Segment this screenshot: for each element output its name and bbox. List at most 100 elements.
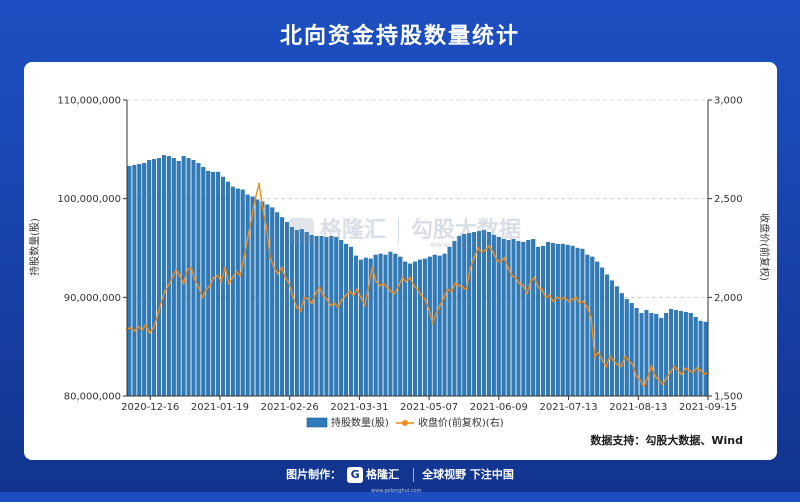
holdings-bar — [688, 312, 693, 397]
price-point — [461, 286, 464, 289]
price-point — [363, 304, 366, 307]
holdings-bar — [570, 245, 575, 397]
watermark: 格隆汇 勾股大数据 www.gogudata.com — [288, 212, 588, 249]
holdings-bar — [216, 171, 221, 397]
price-point — [699, 369, 702, 372]
price-point — [412, 284, 415, 287]
left-tick-label: 90,000,000 — [64, 293, 121, 304]
price-point — [620, 365, 623, 368]
holdings-bar — [196, 163, 201, 397]
price-point — [608, 355, 612, 358]
price-point — [559, 298, 562, 301]
holdings-bar — [427, 256, 432, 397]
holdings-bar — [309, 235, 314, 397]
holdings-bar — [260, 201, 265, 397]
price-point — [374, 280, 378, 283]
price-point — [503, 256, 506, 259]
price-point — [578, 302, 581, 305]
holdings-bar — [491, 235, 496, 397]
holdings-bar — [649, 312, 654, 397]
price-point — [642, 385, 645, 388]
price-point — [348, 290, 351, 293]
holdings-bar — [614, 286, 619, 397]
price-point — [484, 248, 487, 252]
price-point — [495, 258, 498, 261]
price-point — [605, 365, 608, 368]
price-point — [197, 286, 200, 289]
price-point — [646, 377, 649, 380]
price-point — [378, 284, 381, 287]
price-point — [544, 296, 547, 299]
price-point — [703, 373, 706, 376]
price-point — [454, 282, 457, 285]
price-point — [533, 276, 536, 279]
footer: 图片制作： G 格隆汇 全球视野 下注中国 www.gelonghui.com — [0, 464, 800, 494]
price-point — [367, 286, 370, 289]
holdings-bar — [319, 236, 324, 397]
price-point — [280, 266, 283, 269]
holdings-bar — [447, 246, 452, 397]
x-tick-label: 2021-07-13 — [539, 402, 597, 413]
holdings-bar — [703, 321, 708, 397]
price-point — [680, 373, 683, 376]
holdings-bar — [531, 238, 536, 397]
right-axis-ticks: 1,500 2,000 2,500 3,000 — [708, 96, 743, 403]
price-point — [638, 379, 642, 382]
price-point — [291, 296, 295, 299]
watermark-url: www.gogudata.com — [430, 240, 510, 249]
x-tick-label: 2021-06-09 — [470, 402, 528, 413]
holdings-bar — [393, 253, 398, 397]
price-point — [239, 274, 242, 277]
holdings-bar — [437, 255, 442, 397]
right-axis-title: 收盘价(前复权) — [758, 213, 771, 281]
holdings-bar — [664, 312, 669, 397]
price-point — [427, 308, 430, 311]
right-tick-label: 2,500 — [714, 194, 743, 205]
combo-chart: 80,000,000 90,000,000 100,000,000 110,000,0… — [28, 96, 771, 430]
price-point — [356, 288, 359, 291]
footer-brand: 格隆汇 — [366, 468, 400, 481]
price-point — [242, 256, 246, 259]
price-point — [182, 282, 185, 285]
price-point — [525, 292, 529, 295]
price-point — [288, 282, 291, 285]
price-point — [476, 246, 479, 250]
price-point — [623, 355, 627, 358]
holdings-bar — [186, 158, 191, 397]
price-point — [186, 268, 189, 271]
holdings-bar — [378, 253, 383, 397]
holdings-bar — [565, 244, 570, 397]
holdings-bar — [560, 243, 565, 397]
price-point — [220, 280, 223, 283]
left-tick-label: 110,000,000 — [57, 96, 121, 107]
price-point — [201, 296, 204, 299]
price-point — [518, 282, 521, 285]
price-point — [439, 304, 442, 307]
holdings-bar — [142, 163, 147, 397]
left-axis-title: 持股数量(股) — [28, 218, 41, 276]
holdings-bar — [467, 233, 472, 397]
holdings-bar — [152, 159, 157, 397]
x-tick-label: 2021-02-26 — [261, 402, 319, 413]
x-tick-label: 2021-03-31 — [330, 402, 388, 413]
price-point — [567, 300, 570, 303]
holdings-bar — [314, 236, 319, 397]
price-point — [325, 298, 329, 301]
price-point — [635, 375, 638, 378]
right-tick-label: 1,500 — [714, 392, 743, 403]
price-point — [506, 266, 510, 269]
price-point — [257, 182, 261, 185]
price-point — [344, 294, 347, 297]
price-point — [552, 300, 555, 303]
price-point — [540, 288, 544, 291]
price-point — [684, 367, 687, 370]
price-point — [190, 266, 193, 269]
price-point — [393, 292, 396, 295]
holdings-bar — [417, 259, 422, 397]
holdings-bar — [609, 280, 615, 397]
holdings-bar — [240, 189, 245, 397]
price-point — [174, 268, 178, 271]
footer-slogan: 全球视野 下注中国 — [422, 468, 514, 481]
x-tick-label: 2021-08-13 — [609, 402, 667, 413]
left-tick-label: 100,000,000 — [57, 194, 121, 205]
